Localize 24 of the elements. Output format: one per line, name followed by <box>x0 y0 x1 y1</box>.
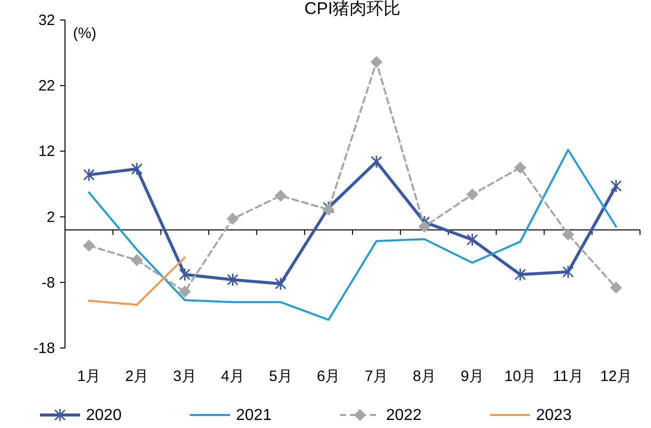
x-tick-label: 6月 <box>316 368 340 385</box>
legend-label: 2020 <box>86 407 122 424</box>
annotation: (%) <box>73 25 96 42</box>
x-tick-label: 7月 <box>364 368 388 385</box>
chart-title: CPI猪肉环比 <box>304 0 401 18</box>
x-tick-label: 11月 <box>552 368 584 385</box>
x-tick-label: 12月 <box>600 368 632 385</box>
y-tick-label: -18 <box>33 340 55 357</box>
x-tick-label: 4月 <box>221 368 244 385</box>
y-tick-label: 32 <box>38 12 55 29</box>
y-tick-label: -8 <box>42 274 55 292</box>
x-tick-label: 10月 <box>504 368 536 385</box>
x-tick-label: 9月 <box>460 368 484 385</box>
y-tick-label: 2 <box>46 208 55 226</box>
y-tick-label: 22 <box>38 78 55 95</box>
x-tick-label: 5月 <box>268 368 292 385</box>
y-tick-label: 12 <box>38 143 55 160</box>
x-tick-label: 2月 <box>125 368 149 385</box>
x-tick-label: 8月 <box>412 368 436 385</box>
legend-label: 2023 <box>536 407 572 424</box>
legend-label: 2021 <box>236 407 272 424</box>
legend-label: 2022 <box>386 407 422 424</box>
x-tick-label: 1月 <box>77 368 101 385</box>
x-tick-label: 3月 <box>173 368 196 385</box>
